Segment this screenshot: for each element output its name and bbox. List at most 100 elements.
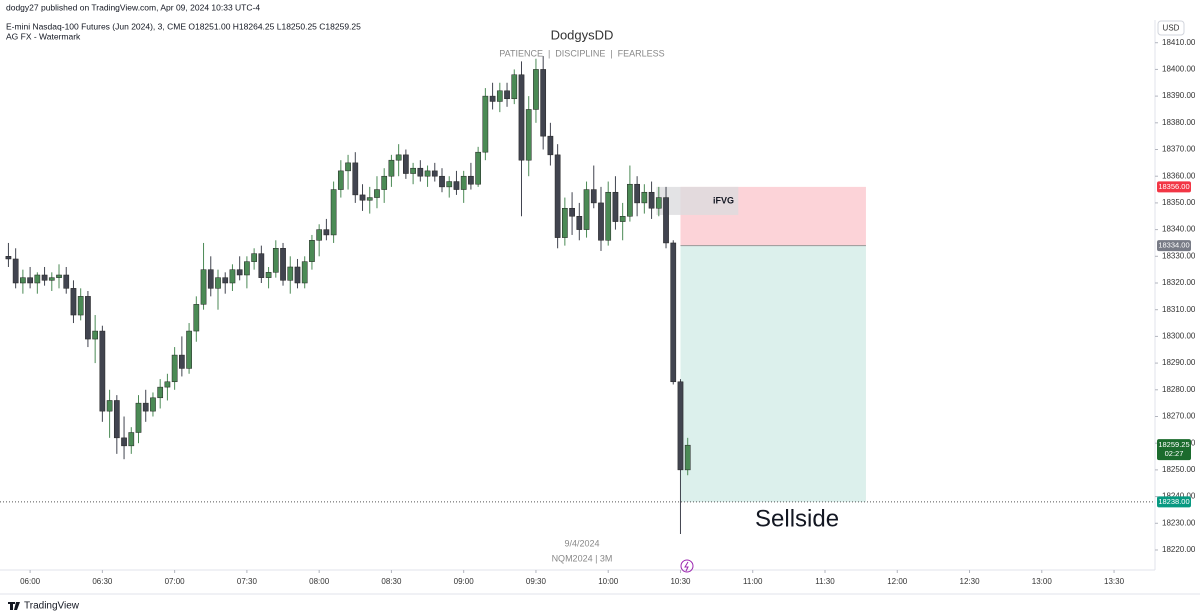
plot: 18220.0018230.0018240.0018250.0018260.00…	[0, 38, 1196, 586]
x-tick-label: 07:00	[165, 577, 186, 586]
candle-body	[431, 170, 438, 177]
candle-body	[345, 162, 351, 172]
y-tick-label: 18410.00	[1162, 38, 1196, 47]
candle-body	[229, 269, 236, 284]
y-tick-label: 18300.00	[1162, 332, 1196, 341]
candle-body	[388, 159, 395, 177]
candle-body	[34, 274, 41, 284]
currency[interactable]: USD	[1163, 24, 1180, 33]
ifvg-label: iFVG	[713, 195, 734, 205]
y-tick-label: 18290.00	[1162, 358, 1196, 367]
last-price-marker	[1157, 439, 1191, 461]
y-tick-label: 18370.00	[1162, 145, 1196, 154]
x-tick-label: 13:00	[1032, 577, 1053, 586]
candle-body	[663, 197, 669, 244]
watermark-date: 9/4/2024	[564, 538, 599, 548]
tv-logo	[8, 602, 20, 610]
candle-body	[381, 175, 388, 190]
candle-body	[439, 175, 445, 188]
price-marker	[1157, 181, 1191, 193]
x-tick-label: 10:00	[598, 577, 619, 586]
candle-body	[410, 167, 416, 174]
candle-body	[460, 175, 467, 190]
y-tick-label: 18310.00	[1162, 305, 1196, 314]
candle-body	[258, 253, 265, 278]
x-tick-label: 11:30	[815, 577, 835, 586]
candle-body	[222, 277, 229, 284]
candle-body	[684, 444, 691, 471]
candle-body	[186, 330, 192, 369]
published-line: dodgy27 published on TradingView.com, Ap…	[6, 2, 260, 12]
candle-body	[374, 189, 380, 198]
candle-body	[77, 296, 84, 316]
x-tick-label: 08:00	[309, 577, 330, 586]
y-tick-label: 18390.00	[1162, 91, 1196, 100]
price-marker-label: 18238.00	[1158, 497, 1189, 506]
candle-body	[446, 181, 453, 188]
candle-body	[366, 197, 373, 201]
y-tick-label: 18360.00	[1162, 171, 1196, 180]
candle-body	[70, 288, 77, 316]
y-tick-label: 18270.00	[1162, 412, 1196, 421]
candle-body	[605, 191, 612, 241]
candle-body	[207, 269, 214, 289]
event-icon-bolt	[684, 561, 689, 572]
candle-body	[547, 135, 554, 156]
candle-body	[41, 274, 48, 281]
x-tick-label: 12:00	[887, 577, 908, 586]
sellside-label: Sellside	[755, 505, 839, 532]
y-tick-label: 18330.00	[1162, 251, 1196, 260]
candle-body	[403, 154, 409, 174]
candle-body	[453, 181, 460, 190]
candle-body	[424, 170, 431, 177]
indicator-line: AG FX - Watermark	[6, 31, 81, 41]
candle-body	[272, 248, 279, 273]
candle-body	[157, 386, 164, 399]
x-tick-label: 12:30	[960, 577, 981, 586]
y-tick-label: 18340.00	[1162, 225, 1196, 234]
candle-body	[179, 354, 185, 369]
candle-body	[150, 397, 156, 412]
candle-body	[562, 207, 568, 238]
y-tick-label: 18380.00	[1162, 118, 1196, 127]
candle-body	[56, 274, 62, 278]
footer-brand: TradingView	[24, 601, 80, 612]
event-icon[interactable]	[680, 559, 694, 573]
candle-body	[236, 269, 243, 276]
candle-body	[128, 432, 135, 447]
candle-body	[244, 261, 250, 276]
price-marker-label: 18356.00	[1158, 182, 1189, 191]
candle-body	[489, 95, 496, 102]
candle-body	[677, 381, 684, 471]
candle-body	[619, 216, 626, 222]
candle-body	[554, 154, 561, 238]
candle-body	[85, 296, 91, 340]
candle-body	[352, 162, 359, 196]
y-tick-label: 18220.00	[1162, 545, 1196, 554]
candle-body	[323, 229, 330, 236]
candle-body	[27, 277, 33, 284]
candle-body	[525, 109, 532, 161]
candle-body	[215, 277, 221, 289]
candle-body	[655, 197, 662, 209]
price-marker	[1157, 240, 1191, 252]
candle-body	[330, 189, 337, 236]
candle-body	[121, 437, 127, 447]
candle-body	[200, 269, 207, 305]
x-tick-label: 08:30	[381, 577, 402, 586]
x-tick-label: 10:30	[670, 577, 691, 586]
candle-body	[171, 354, 178, 383]
candle-body	[590, 189, 597, 204]
candle-body	[634, 183, 640, 204]
target-zone	[680, 245, 866, 502]
candle-body	[540, 69, 547, 137]
candle-body	[612, 191, 619, 222]
y-tick-label: 18400.00	[1162, 65, 1196, 74]
candle-body	[251, 253, 257, 262]
x-tick-label: 07:30	[237, 577, 258, 586]
candle-body	[641, 191, 648, 204]
candle-body	[576, 216, 583, 230]
currency-button[interactable]	[1157, 20, 1185, 36]
candle-body	[135, 402, 142, 433]
